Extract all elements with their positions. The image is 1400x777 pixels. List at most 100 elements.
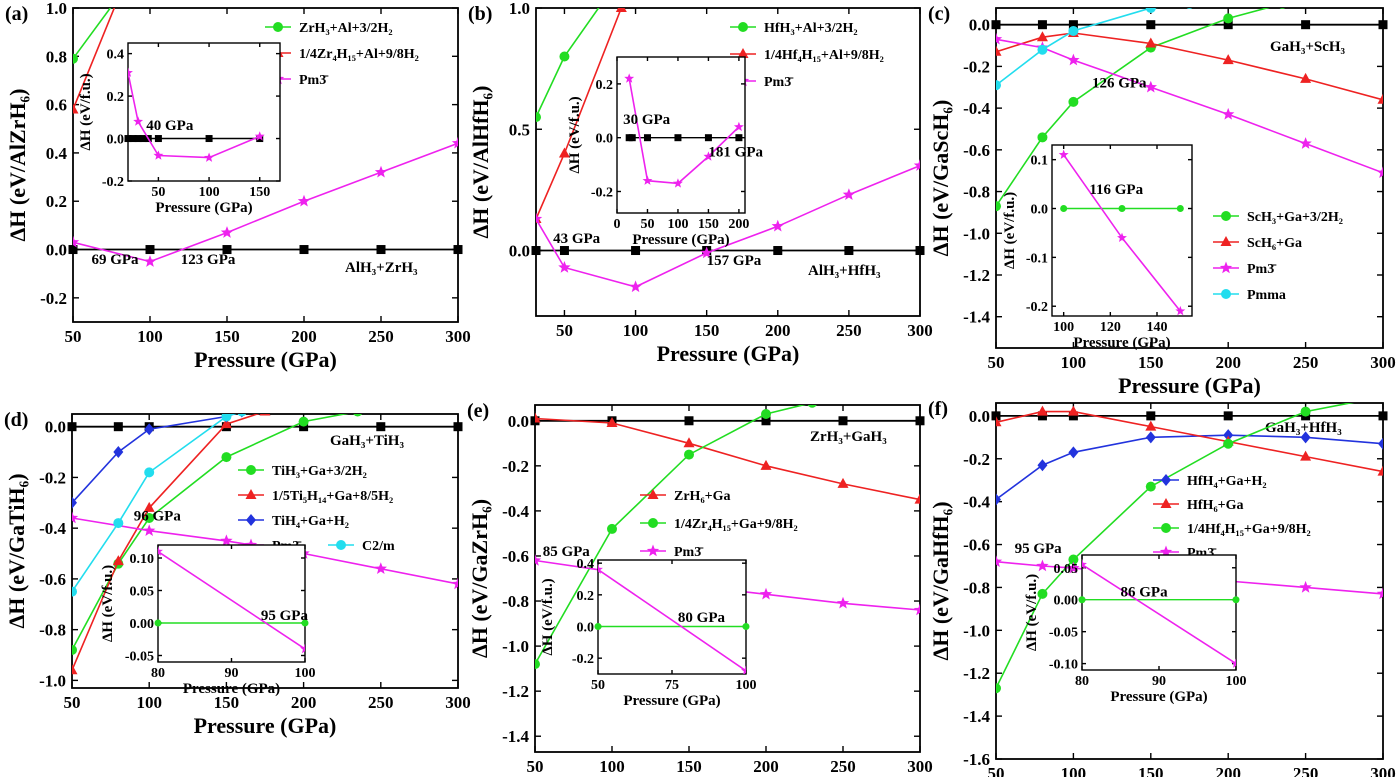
series-2-point	[1145, 481, 1156, 492]
panel-4-xtick-label: 50	[527, 757, 544, 776]
series-0-point	[221, 452, 232, 463]
legend-entry: 1/4Hf₄H₁₅+Ga+9/8H₂	[1187, 522, 1311, 537]
panel-3-xtick-label: 50	[64, 693, 81, 712]
series-0-point	[144, 513, 155, 524]
series-1-point	[1067, 405, 1079, 416]
inset-series-0-point	[1231, 658, 1236, 668]
inset-x-axis-label: Pressure (GPa)	[1073, 335, 1170, 351]
baseline-point	[1068, 411, 1078, 421]
panel-0-ytick-label: 0.2	[46, 192, 67, 211]
baseline-point	[1378, 411, 1388, 421]
baseline-point	[631, 246, 641, 256]
legend-swatch-marker	[648, 518, 658, 528]
panel-4-xtick-label: 250	[830, 757, 856, 776]
baseline-point	[376, 422, 386, 432]
series-3-point	[996, 80, 1001, 91]
series-2-point	[558, 261, 571, 273]
panel-letter: (a)	[5, 3, 28, 25]
inset-x-axis-label: Pressure (GPa)	[632, 232, 729, 248]
baseline-point	[1037, 411, 1047, 421]
series-1-point	[807, 405, 817, 408]
inset-baseline-point	[1232, 596, 1240, 604]
legend-entry: Pmma	[1247, 288, 1286, 303]
inset-3-ytick-label: 0.10	[130, 552, 155, 567]
inset-series-0-point	[598, 564, 603, 574]
inset-series-0-point	[1175, 305, 1186, 316]
legend-entry: HfH₆+Ga	[1187, 498, 1244, 513]
inset-1-xtick-label: 100	[667, 217, 688, 232]
legend-entry: Pm3̄	[299, 73, 329, 88]
inset-baseline-point	[1176, 205, 1184, 213]
x-axis-label: Pressure (GPa)	[1118, 373, 1261, 398]
series-3-markers	[996, 8, 1193, 91]
series-2-markers	[72, 414, 245, 509]
panel-3-ytick-label: -0.6	[39, 570, 66, 589]
series-1-point	[996, 416, 1002, 427]
inset-baseline-point	[134, 135, 142, 143]
inset-0-xtick-label: 50	[151, 185, 165, 200]
inset-baseline-point	[154, 135, 162, 143]
panel-2-xtick-label: 150	[1138, 353, 1164, 372]
series-3-point	[1376, 587, 1383, 600]
series-0-point	[559, 51, 570, 62]
legend-swatch-marker	[1220, 236, 1232, 246]
series-1-point	[1300, 72, 1312, 83]
series-1-line	[73, 8, 116, 110]
inset-series-0-markers	[598, 564, 746, 674]
baseline-point	[222, 245, 232, 255]
inset-1-xtick-label: 150	[698, 217, 719, 232]
panel-1-xtick-label: 50	[556, 321, 573, 340]
inset-series-0-markers	[1082, 559, 1236, 668]
inset: 80 90 100 -0.05 0.00 0.05 0.10 Pressure (GPa) ΔH…	[100, 544, 316, 697]
series-2-point	[220, 226, 234, 238]
inset-series-0-point	[128, 67, 133, 77]
inset-0-ytick-label: 0.2	[107, 90, 125, 105]
inset-series-0-point	[158, 546, 163, 556]
series-1-point	[1145, 37, 1157, 48]
series-0-line	[535, 417, 920, 501]
y-axis-label: ΔH (eV/AlHfH₆)	[468, 86, 493, 239]
inset-2-frame	[1051, 144, 1193, 317]
series-3-point	[1068, 25, 1079, 36]
panel-5-ytick-label: -0.2	[963, 450, 990, 469]
series-2-point	[913, 159, 920, 171]
y-axis-label: ΔH (eV/AlZrH₆)	[5, 89, 30, 242]
inset-annotation: 116 GPa	[1089, 182, 1143, 198]
inset-baseline-point	[139, 135, 147, 143]
legend-swatch-marker	[1161, 474, 1171, 486]
series-1-point	[684, 449, 694, 460]
panel-letter: (f)	[928, 398, 948, 420]
inset-5-xtick-label: 100	[1226, 674, 1247, 689]
series-0-markers	[535, 412, 920, 504]
inset-baseline-point	[674, 134, 682, 142]
legend-entry: Pm3̄	[1247, 262, 1277, 277]
panel-3-xtick-label: 250	[368, 693, 394, 712]
inset-y-axis-label: ΔH (eV/f.u.)	[540, 578, 556, 655]
annotation: 43 GPa	[553, 231, 601, 247]
series-0-point	[914, 493, 920, 504]
legend: ZrH₃+Al+3/2H₂ 1/4Zr₄H₁₅+Al+9/8H₂ Pm3̄	[265, 21, 419, 88]
inset: 100 120 140 -0.2 -0.1 0.0 0.1 Pressure (GPa) ΔH …	[1002, 144, 1193, 351]
series-2-point	[451, 136, 458, 149]
baseline-label: ZrH₃+GaH₃	[810, 429, 887, 445]
panel-4-ytick-label: -1.2	[502, 682, 529, 701]
series-1-point	[112, 555, 124, 566]
series-2-point	[1299, 137, 1312, 149]
panel-2-ytick-label: -0.2	[963, 57, 990, 76]
series-2-point	[1300, 406, 1311, 417]
baseline-point	[1146, 411, 1156, 421]
series-2-point	[1378, 392, 1388, 402]
series-1-point	[1300, 450, 1312, 461]
panel-letter: (b)	[468, 3, 492, 25]
inset-5-xtick-label: 90	[1152, 674, 1166, 689]
panel-4-ytick-label: -0.6	[502, 547, 529, 566]
baseline-point	[761, 416, 771, 426]
inset-baseline-point	[154, 619, 162, 627]
inset-0-frame	[127, 42, 281, 182]
inset-baseline-point	[628, 134, 636, 142]
inset-series-0-point	[204, 152, 215, 162]
y-axis-label: ΔH (eV/GaZrH₆)	[467, 499, 492, 658]
annotation: 69 GPa	[91, 252, 139, 268]
